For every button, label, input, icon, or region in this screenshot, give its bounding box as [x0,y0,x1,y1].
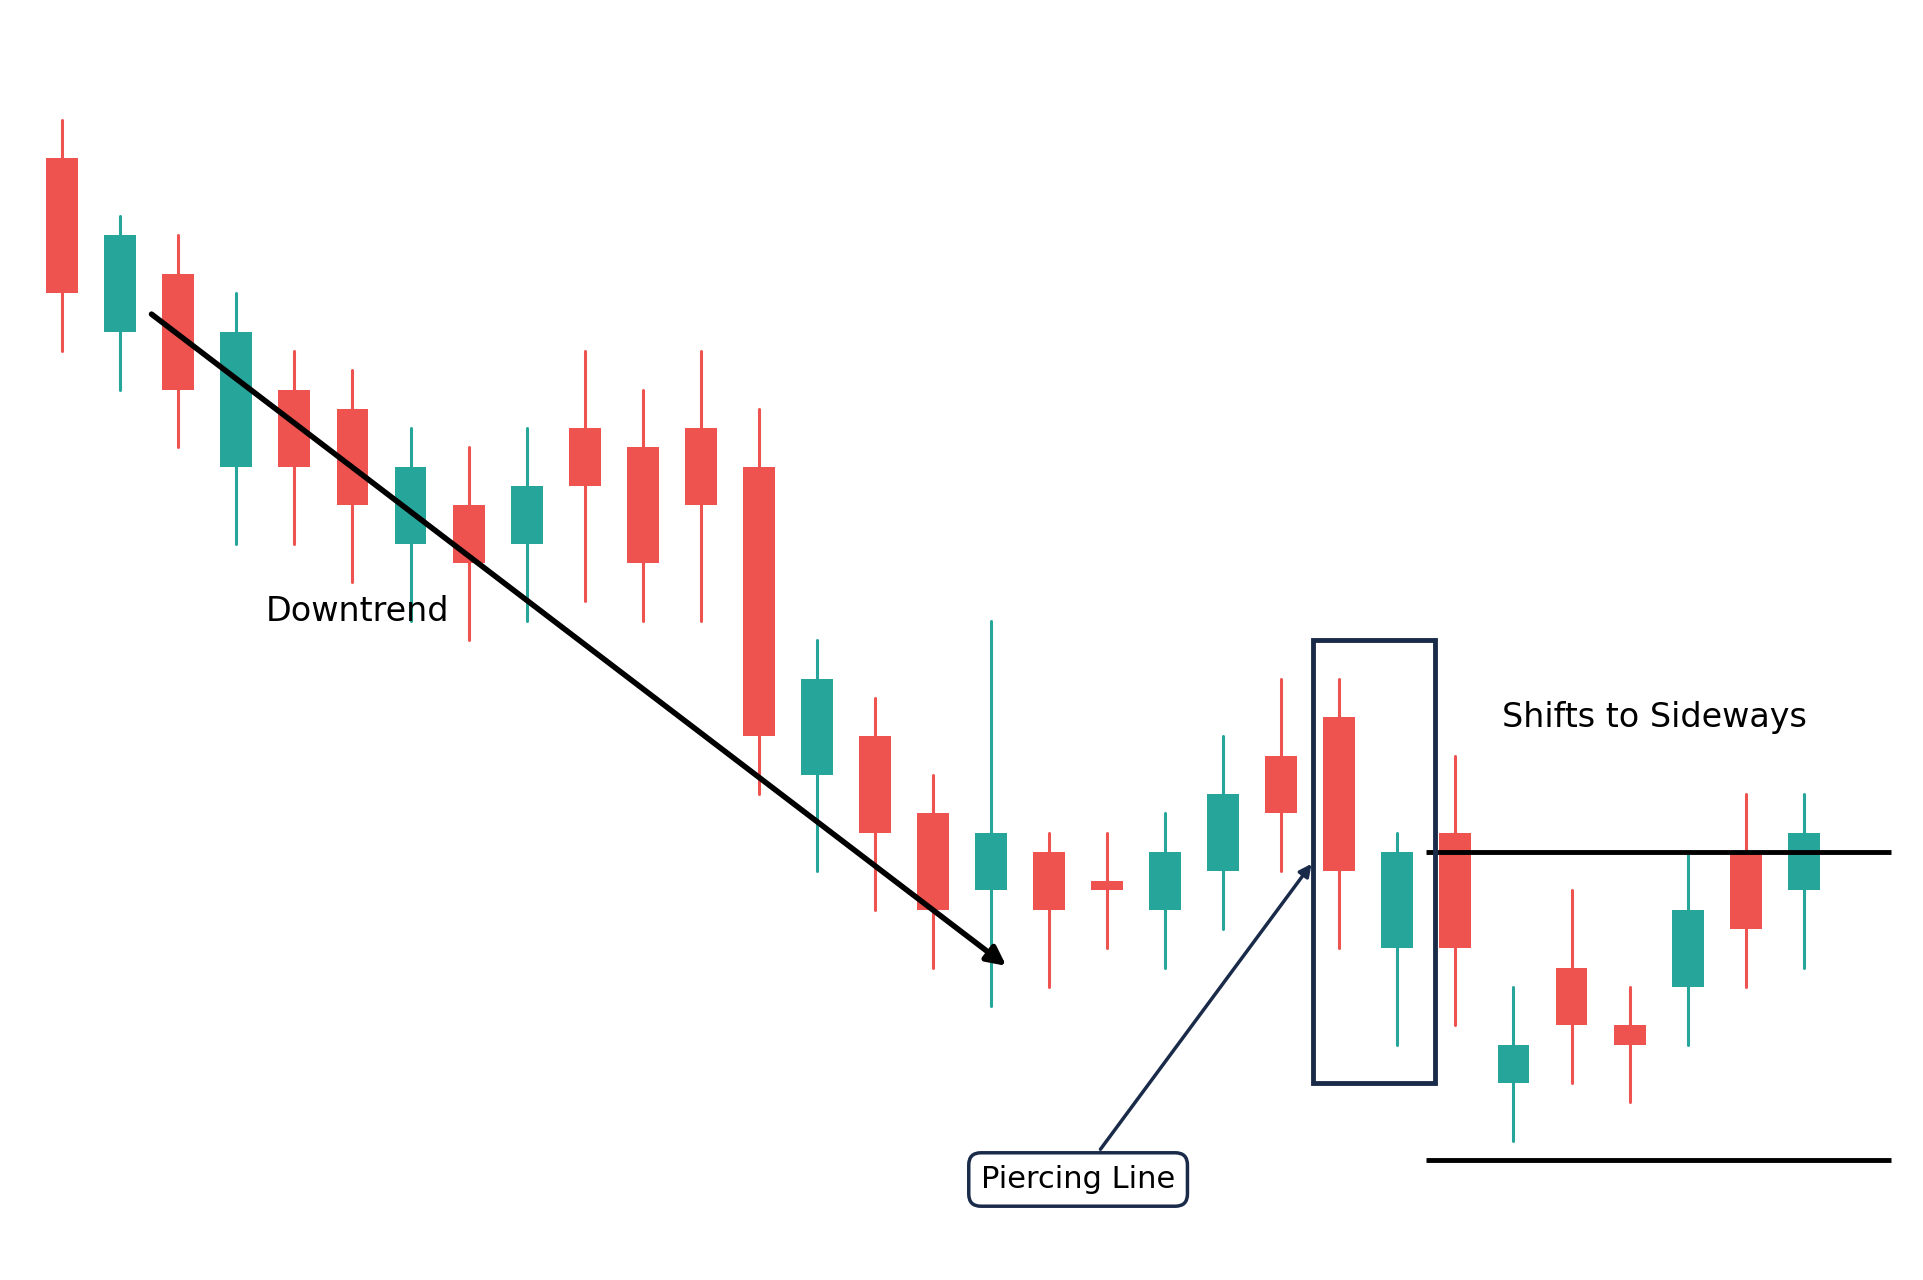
Bar [279,389,310,467]
Bar [1206,794,1238,872]
Bar [1729,852,1761,929]
Bar [1613,1025,1644,1044]
Bar [569,428,600,486]
Bar [452,506,485,563]
Bar [1786,833,1819,891]
Bar [917,813,948,910]
Bar [162,274,194,389]
Bar [1090,881,1123,891]
Bar [1033,852,1065,910]
Bar [1148,852,1181,910]
Bar [1496,1044,1529,1083]
Bar [1265,755,1296,813]
Bar [221,332,252,467]
Text: Downtrend: Downtrend [265,595,448,627]
Text: Piercing Line: Piercing Line [981,867,1308,1194]
Bar [394,467,427,544]
Bar [46,159,79,293]
Bar [1313,640,1435,1083]
Bar [742,467,775,736]
Text: Shifts to Sideways: Shifts to Sideways [1502,700,1806,733]
Bar [337,408,367,506]
Bar [510,486,542,544]
Bar [975,833,1006,891]
Bar [858,736,890,833]
Bar [1556,968,1586,1025]
Bar [1671,910,1702,987]
Bar [800,678,833,774]
Bar [1323,717,1354,872]
Bar [627,447,658,563]
Bar [104,236,137,332]
Bar [685,428,717,506]
Bar [1381,852,1413,948]
Bar [1438,833,1471,948]
